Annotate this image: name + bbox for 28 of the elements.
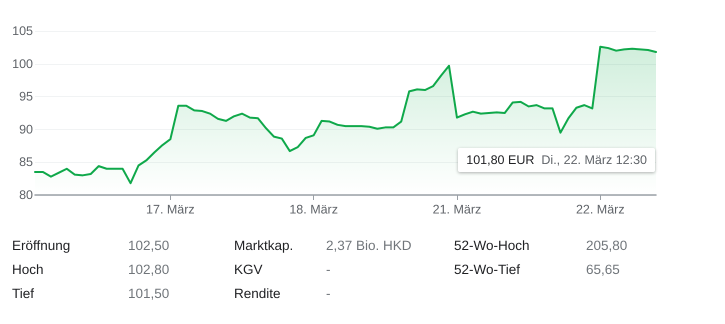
text: 101,50 bbox=[128, 286, 170, 301]
text: Hoch bbox=[12, 262, 44, 277]
text: 2,37 Bio. HKD bbox=[326, 238, 412, 253]
x-tick-label: 17. März bbox=[146, 202, 195, 216]
x-tick-label: 21. März bbox=[432, 202, 482, 216]
y-tick-label: 100 bbox=[12, 56, 34, 71]
y-tick-label: 95 bbox=[19, 90, 34, 104]
annotation: 101,80 EUR bbox=[466, 153, 534, 167]
text: 52-Wo-Tief bbox=[454, 262, 520, 277]
x-tick-label: 18. März bbox=[289, 202, 338, 216]
y-tick-label: 105 bbox=[12, 24, 34, 38]
text: - bbox=[326, 286, 330, 301]
x-tick-label: 22. März bbox=[576, 202, 625, 216]
text: 205,80 bbox=[586, 238, 628, 253]
text: Marktkap. bbox=[234, 238, 294, 253]
text: Tief bbox=[12, 286, 34, 301]
y-tick-label: 85 bbox=[19, 155, 34, 170]
text: 52-Wo-Hoch bbox=[454, 238, 530, 253]
y-tick-label: 90 bbox=[19, 122, 34, 136]
text: - bbox=[326, 262, 330, 277]
text: 102,50 bbox=[128, 238, 170, 253]
text: Rendite bbox=[234, 286, 281, 301]
text: Eröffnung bbox=[12, 238, 70, 253]
text: KGV bbox=[234, 262, 263, 277]
text: 102,80 bbox=[128, 262, 170, 277]
y-tick-label: 80 bbox=[19, 188, 34, 202]
text: 65,65 bbox=[586, 262, 620, 277]
annotation: Di., 22. März 12:30 bbox=[541, 153, 647, 167]
